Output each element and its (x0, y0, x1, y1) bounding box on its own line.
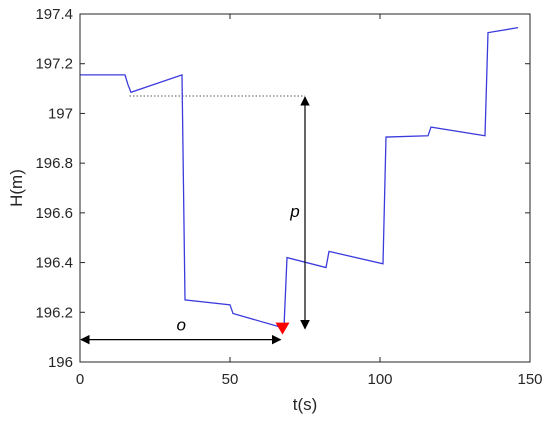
y-tick-label: 196.8 (35, 155, 73, 172)
x-tick-label: 100 (367, 371, 392, 388)
y-tick-label: 196.2 (35, 304, 73, 321)
y-tick-label: 197 (48, 105, 73, 122)
y-tick-label: 197.4 (35, 6, 73, 23)
minimum-point-marker (275, 322, 290, 335)
series-line-0 (80, 27, 519, 328)
x-axis-ticks: 0 50 100 150 (76, 14, 543, 388)
series-lines (80, 27, 519, 328)
plot-frame (79, 13, 531, 363)
y-tick-label: 196 (48, 354, 73, 371)
y-axis-ticks: 196 196.2 196.4 196.6 196.8 197 197.2 197.4 (35, 6, 530, 371)
x-axis-label: t(s) (293, 395, 318, 414)
x-tick-label: 0 (76, 371, 84, 388)
y-tick-label: 196.6 (35, 205, 73, 222)
annotation-o-label: o (177, 316, 186, 335)
y-tick-label: 196.4 (35, 255, 73, 272)
annotation-p-label: p (289, 202, 299, 221)
x-tick-label: 50 (222, 371, 239, 388)
y-axis-label: H(m) (7, 169, 26, 207)
y-tick-label: 197.2 (35, 56, 73, 73)
x-tick-label: 150 (517, 371, 542, 388)
